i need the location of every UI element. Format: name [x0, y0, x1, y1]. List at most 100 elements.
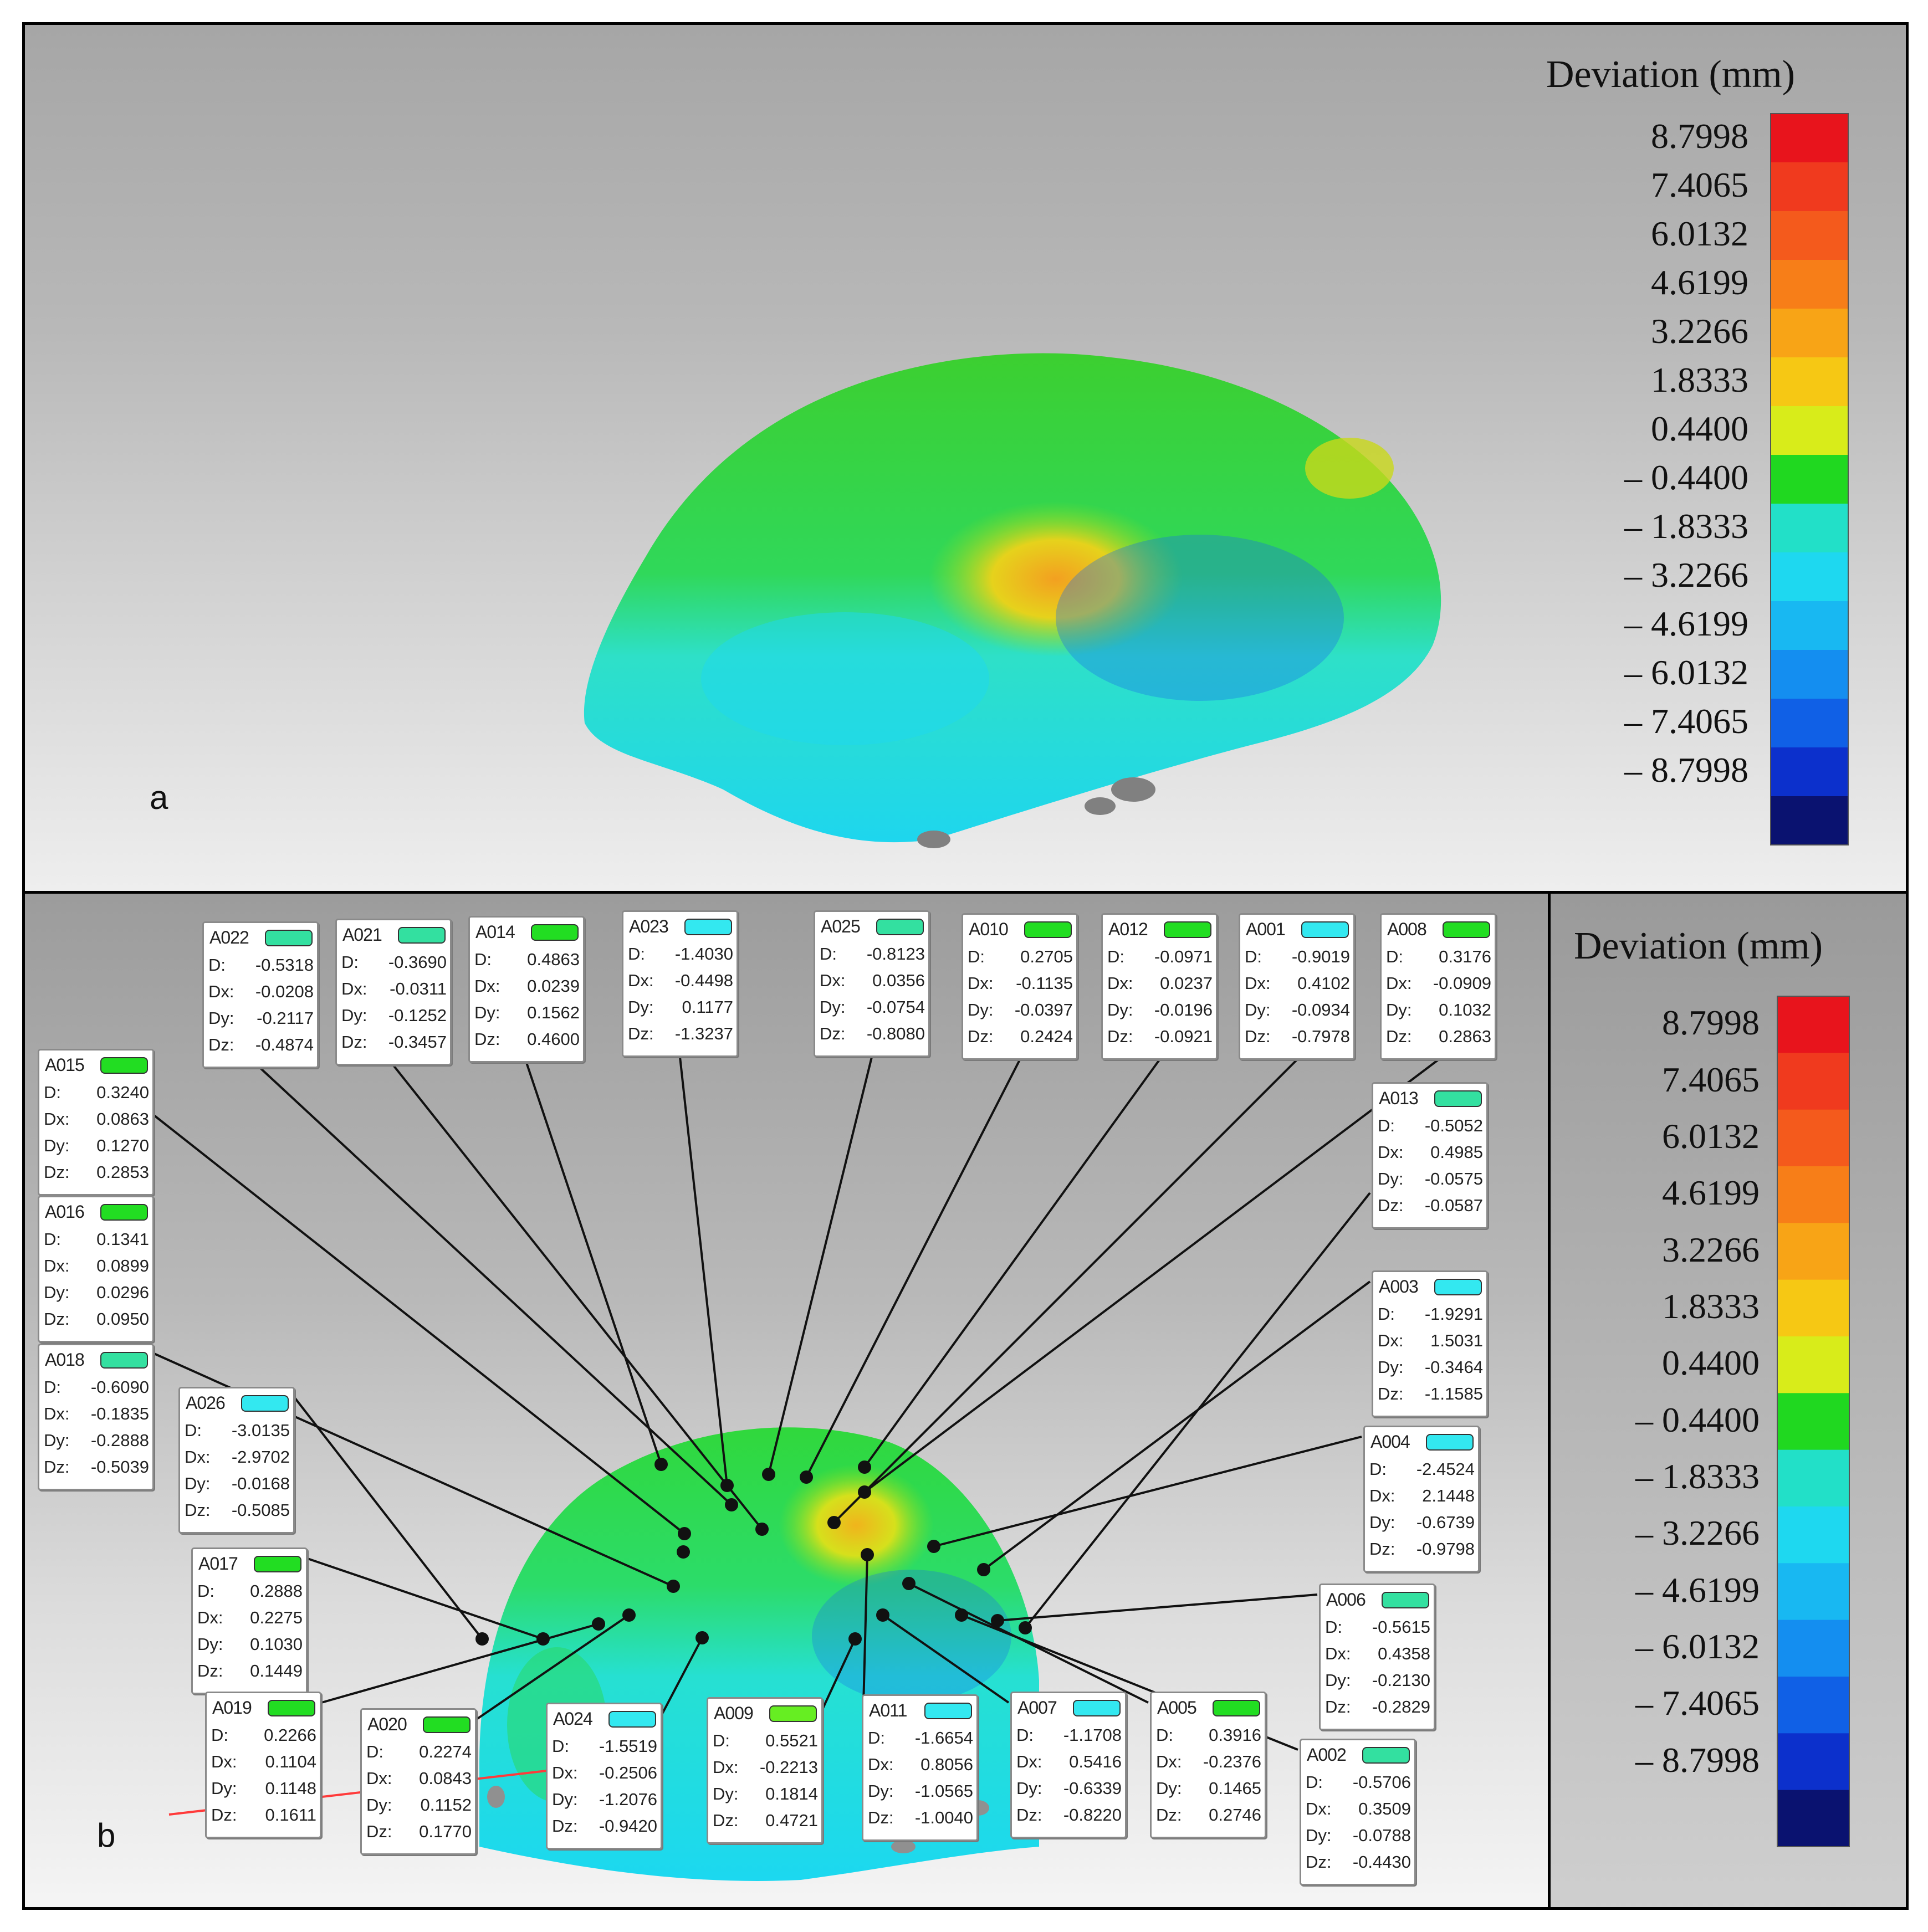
callout-a010[interactable]: A010 D: 0.2705 Dx: -0.1135 Dy: -0.0397 Dz: 0.242… — [962, 913, 1078, 1060]
a-colorbar-segment — [1771, 357, 1848, 407]
callout-row-dz: Dz: 0.2853 — [44, 1162, 149, 1187]
callout-row-dy: Dy: 0.1465 — [1156, 1779, 1261, 1803]
callout-row-value: 0.1341 — [96, 1229, 149, 1249]
callout-row-d: D: 0.5521 — [713, 1731, 818, 1755]
callout-row-label: D: — [968, 947, 985, 966]
measure-point-a002[interactable] — [955, 1608, 968, 1622]
callout-row-value: 0.3240 — [96, 1083, 149, 1102]
callout-row-label: Dz: — [1016, 1805, 1042, 1825]
callout-row-label: Dx: — [366, 1769, 392, 1788]
callout-row-value: -0.3457 — [388, 1032, 447, 1052]
measure-point-a010[interactable] — [800, 1470, 813, 1484]
callout-row-label: D: — [44, 1083, 61, 1102]
measure-point-a008[interactable] — [858, 1485, 871, 1499]
callout-row-dy: Dy: -0.0168 — [185, 1474, 290, 1498]
a-colorbar-segment — [1771, 747, 1848, 797]
callout-row-d: D: -0.0971 — [1107, 947, 1213, 971]
callout-row-d: D: -0.5706 — [1306, 1772, 1411, 1797]
callout-a005[interactable]: A005 D: 0.3916 Dx: -0.2376 Dy: 0.1465 Dz: 0.2746 — [1150, 1692, 1266, 1838]
measure-point-a015[interactable] — [678, 1527, 691, 1540]
callout-row-label: Dz: — [1369, 1539, 1395, 1559]
measure-point-a012[interactable] — [858, 1460, 871, 1474]
callout-row-value: 0.0899 — [96, 1256, 149, 1275]
measure-point-a003[interactable] — [977, 1563, 990, 1576]
callout-row-label: Dy: — [1107, 1000, 1133, 1019]
callout-row-value: 0.1030 — [250, 1634, 303, 1654]
measure-point-a026[interactable] — [475, 1632, 489, 1646]
measure-point-a007[interactable] — [876, 1608, 889, 1622]
measure-point-a004[interactable] — [927, 1540, 940, 1553]
callout-row-label: Dx: — [211, 1752, 237, 1771]
measure-point-a021[interactable] — [755, 1523, 769, 1536]
callout-row-value: 0.8056 — [920, 1755, 973, 1774]
callout-id: A020 — [367, 1714, 407, 1734]
callout-a004[interactable]: A004 D: -2.4524 Dx: 2.1448 Dy: -0.6739 Dz: -0.97… — [1363, 1426, 1480, 1572]
measure-point-a009[interactable] — [848, 1632, 862, 1646]
callout-row-value: 2.1448 — [1422, 1486, 1475, 1505]
callout-row-value: 0.3509 — [1358, 1799, 1411, 1818]
callout-row-value: 0.1270 — [96, 1136, 149, 1155]
callout-a017[interactable]: A017 D: 0.2888 Dx: 0.2275 Dy: 0.1030 Dz: 0.1449 — [191, 1547, 308, 1694]
callout-a003[interactable]: A003 D: -1.9291 Dx: 1.5031 Dy: -0.3464 Dz: -1.15… — [1372, 1270, 1488, 1417]
measure-point-a006[interactable] — [991, 1614, 1004, 1627]
callout-a016[interactable]: A016 D: 0.1341 Dx: 0.0899 Dy: 0.0296 Dz: 0.0950 — [38, 1196, 154, 1342]
measure-point-a019[interactable] — [592, 1617, 605, 1631]
measure-point-a011[interactable] — [861, 1548, 874, 1561]
callout-a026[interactable]: A026 D: -3.0135 Dx: -2.9702 Dy: -0.0168 Dz: -0.5… — [178, 1387, 295, 1534]
callout-row-label: Dy: — [713, 1784, 739, 1803]
callout-row-value: -0.6739 — [1416, 1513, 1475, 1532]
callout-a020[interactable]: A020 D: 0.2274 Dx: 0.0843 Dy: 0.1152 Dz: 0.1770 — [360, 1708, 477, 1855]
callout-a009[interactable]: A009 D: 0.5521 Dx: -0.2213 Dy: 0.1814 Dz: 0.4721 — [707, 1697, 823, 1844]
measure-point-a020[interactable] — [622, 1608, 636, 1622]
b-legend-tick: 3.2266 — [1662, 1229, 1760, 1269]
callout-row-d: D: 0.2888 — [197, 1581, 303, 1606]
callout-a001[interactable]: A001 D: -0.9019 Dx: 0.4102 Dy: -0.0934 Dz: -0.79… — [1239, 913, 1355, 1060]
callout-row-value: -1.3237 — [674, 1024, 733, 1043]
b-legend-tick: – 4.6199 — [1635, 1570, 1760, 1610]
callout-row-dy: Dy: 0.1030 — [197, 1634, 303, 1659]
measure-point-a014[interactable] — [654, 1458, 668, 1471]
callout-a007[interactable]: A007 D: -1.1708 Dx: 0.5416 Dy: -0.6339 Dz: -0.82… — [1010, 1692, 1127, 1838]
callout-id: A001 — [1246, 919, 1286, 939]
measure-point-a016[interactable] — [677, 1545, 690, 1559]
measure-point-a022[interactable] — [725, 1498, 738, 1511]
callout-row-label: Dx: — [1378, 1142, 1404, 1162]
callout-row-d: D: 0.2274 — [366, 1742, 472, 1766]
leader-line-a011 — [862, 1554, 868, 1706]
a-colorbar-segment — [1771, 601, 1848, 650]
callout-a014[interactable]: A014 D: 0.4863 Dx: 0.0239 Dy: 0.1562 Dz: 0.4600 — [468, 916, 585, 1063]
callout-a022[interactable]: A022 D: -0.5318 Dx: -0.0208 Dy: -0.2117 Dz: -0.4… — [202, 921, 319, 1068]
callout-row-d: D: 0.3240 — [44, 1083, 149, 1107]
callout-a019[interactable]: A019 D: 0.2266 Dx: 0.1104 Dy: 0.1148 Dz: 0.1611 — [205, 1692, 321, 1838]
callout-a021[interactable]: A021 D: -0.3690 Dx: -0.0311 Dy: -0.1252 Dz: -0.3… — [335, 919, 452, 1065]
callout-a002[interactable]: A002 D: -0.5706 Dx: 0.3509 Dy: -0.0788 Dz: -0.44… — [1300, 1739, 1416, 1885]
measure-point-a024[interactable] — [695, 1631, 709, 1644]
callout-a012[interactable]: A012 D: -0.0971 Dx: 0.0237 Dy: -0.0196 Dz: -0.09… — [1101, 913, 1218, 1060]
measure-point-a018[interactable] — [667, 1580, 680, 1593]
callout-a013[interactable]: A013 D: -0.5052 Dx: 0.4985 Dy: -0.0575 Dz: -0.05… — [1372, 1082, 1488, 1229]
callout-a025[interactable]: A025 D: -0.8123 Dx: 0.0356 Dy: -0.0754 Dz: -0.80… — [814, 910, 930, 1057]
measure-point-a005[interactable] — [902, 1577, 916, 1590]
measure-point-a013[interactable] — [1019, 1621, 1032, 1634]
callout-a011[interactable]: A011 D: -1.6654 Dx: 0.8056 Dy: -1.0565 Dz: -1.00… — [862, 1694, 978, 1841]
callout-a006[interactable]: A006 D: -0.5615 Dx: 0.4358 Dy: -0.2130 Dz: -0.28… — [1319, 1583, 1435, 1730]
callout-row-d: D: 0.2705 — [968, 947, 1073, 971]
callout-row-value: 0.3176 — [1439, 947, 1491, 966]
callout-a008[interactable]: A008 D: 0.3176 Dx: -0.0909 Dy: 0.1032 Dz: 0.2863 — [1380, 913, 1496, 1060]
callout-a018[interactable]: A018 D: -0.6090 Dx: -0.1835 Dy: -0.2888 Dz: -0.5… — [38, 1344, 154, 1490]
measure-point-a001[interactable] — [827, 1516, 841, 1529]
callout-row-label: Dx: — [185, 1447, 211, 1467]
callout-row-label: Dx: — [1107, 973, 1133, 993]
callout-row-dx: Dx: 0.8056 — [868, 1755, 973, 1779]
callout-a024[interactable]: A024 D: -1.5519 Dx: -0.2506 Dy: -1.2076 Dz: -0.9… — [546, 1703, 662, 1849]
callout-row-value: -0.0754 — [866, 997, 925, 1017]
measure-point-a025[interactable] — [762, 1468, 775, 1481]
callout-a023[interactable]: A023 D: -1.4030 Dx: -0.4498 Dy: 0.1177 Dz: -1.32… — [622, 910, 738, 1057]
callout-row-value: -0.0971 — [1154, 947, 1213, 966]
callout-row-label: Dy: — [1378, 1357, 1404, 1377]
callout-row-dz: Dz: -0.2829 — [1325, 1697, 1430, 1721]
callout-row-label: D: — [1378, 1304, 1395, 1324]
callout-row-label: Dy: — [44, 1136, 70, 1155]
callout-a015[interactable]: A015 D: 0.3240 Dx: 0.0863 Dy: 0.1270 Dz: 0.2853 — [38, 1049, 154, 1196]
measure-point-a023[interactable] — [720, 1479, 734, 1492]
